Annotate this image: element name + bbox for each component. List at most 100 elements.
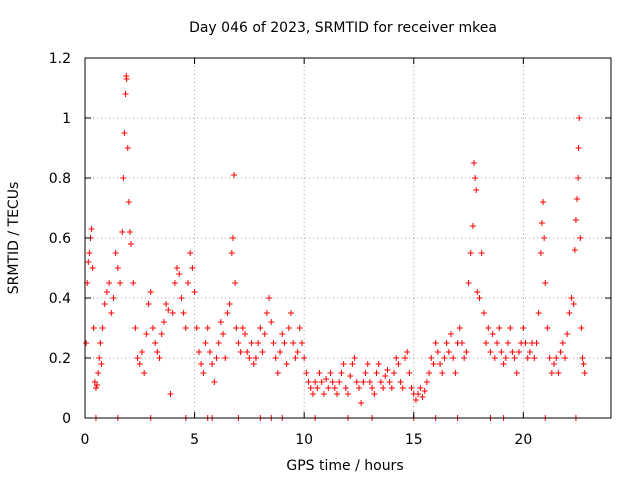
- data-point: [448, 331, 455, 337]
- data-point: [307, 385, 314, 391]
- data-point: [314, 385, 321, 391]
- data-point: [119, 229, 126, 235]
- data-point: [274, 370, 281, 376]
- data-point: [90, 325, 97, 331]
- data-point: [355, 385, 362, 391]
- data-point: [358, 400, 365, 406]
- data-point: [498, 349, 505, 355]
- data-point: [382, 373, 389, 379]
- data-point: [86, 250, 93, 256]
- plot-frame: [84, 57, 612, 419]
- data-point: [331, 385, 338, 391]
- data-point: [182, 325, 189, 331]
- data-point: [491, 355, 498, 361]
- data-point: [288, 310, 295, 316]
- data-point: [408, 385, 415, 391]
- data-point: [531, 355, 538, 361]
- data-point: [507, 325, 514, 331]
- data-point: [298, 340, 305, 346]
- data-point: [163, 301, 170, 307]
- data-point: [555, 370, 562, 376]
- data-point: [432, 340, 439, 346]
- data-point: [228, 250, 235, 256]
- data-point: [509, 349, 516, 355]
- data-point: [213, 355, 220, 361]
- data-point: [421, 388, 428, 394]
- data-point: [574, 196, 581, 202]
- data-point: [458, 340, 465, 346]
- data-point: [437, 361, 444, 367]
- data-point: [156, 355, 163, 361]
- data-point: [417, 385, 424, 391]
- data-point: [110, 295, 117, 301]
- x-tick-label: 0: [81, 432, 90, 448]
- data-point: [513, 370, 520, 376]
- data-point: [94, 382, 101, 388]
- data-point: [209, 361, 216, 367]
- data-point: [141, 370, 148, 376]
- data-point: [504, 340, 511, 346]
- data-point: [138, 349, 145, 355]
- data-point: [384, 367, 391, 373]
- data-point: [538, 220, 545, 226]
- data-point: [220, 331, 227, 337]
- data-point: [171, 280, 178, 286]
- data-point: [334, 391, 341, 397]
- data-point: [121, 130, 128, 136]
- data-point: [526, 349, 533, 355]
- data-point: [250, 361, 257, 367]
- data-point: [211, 379, 218, 385]
- data-point: [388, 385, 395, 391]
- data-point: [404, 349, 411, 355]
- data-point: [99, 325, 106, 331]
- data-point: [160, 319, 167, 325]
- data-point: [152, 340, 159, 346]
- data-point: [281, 340, 288, 346]
- data-point: [500, 361, 507, 367]
- data-point: [535, 310, 542, 316]
- data-point: [195, 349, 202, 355]
- data-point: [577, 235, 584, 241]
- data-point: [88, 226, 95, 232]
- data-point: [450, 355, 457, 361]
- data-point: [373, 370, 380, 376]
- data-point: [222, 355, 229, 361]
- data-point: [483, 340, 490, 346]
- data-point: [122, 91, 129, 97]
- data-point: [202, 340, 209, 346]
- data-point: [489, 331, 496, 337]
- data-point: [391, 370, 398, 376]
- y-tick-label: 0.6: [49, 231, 71, 247]
- data-point: [185, 280, 192, 286]
- data-point: [187, 250, 194, 256]
- data-point: [469, 223, 476, 229]
- data-point: [318, 379, 325, 385]
- data-point: [246, 355, 253, 361]
- data-point: [165, 307, 172, 313]
- data-point: [371, 391, 378, 397]
- data-point: [290, 340, 297, 346]
- data-point: [480, 310, 487, 316]
- data-point: [461, 355, 468, 361]
- data-point: [561, 355, 568, 361]
- data-point: [566, 310, 573, 316]
- data-point: [178, 295, 185, 301]
- data-point: [399, 385, 406, 391]
- data-point: [294, 349, 301, 355]
- data-point: [145, 301, 152, 307]
- data-point: [524, 355, 531, 361]
- data-point: [540, 199, 547, 205]
- data-point: [342, 385, 349, 391]
- data-point: [551, 361, 558, 367]
- data-point: [233, 325, 240, 331]
- data-point: [349, 361, 356, 367]
- data-point: [463, 349, 470, 355]
- data-point: [128, 241, 135, 247]
- data-point: [136, 361, 143, 367]
- data-point: [430, 361, 437, 367]
- data-point: [581, 370, 588, 376]
- data-point: [147, 289, 154, 295]
- data-point: [329, 379, 336, 385]
- data-point: [167, 391, 174, 397]
- data-point: [541, 235, 548, 241]
